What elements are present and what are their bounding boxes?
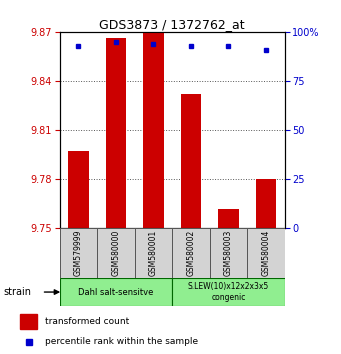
Title: GDS3873 / 1372762_at: GDS3873 / 1372762_at (99, 18, 245, 31)
Text: Dahl salt-sensitve: Dahl salt-sensitve (78, 287, 154, 297)
Bar (20, 314, 38, 329)
Bar (210, 228, 247, 278)
Bar (181, 94, 201, 228)
Text: S.LEW(10)x12x2x3x5
congenic: S.LEW(10)x12x2x3x5 congenic (188, 282, 269, 302)
Bar (256, 179, 276, 228)
Bar (172, 278, 285, 306)
Text: transformed count: transformed count (45, 317, 130, 326)
Text: GSM580001: GSM580001 (149, 230, 158, 276)
Bar (106, 38, 126, 228)
Bar (68, 152, 89, 228)
Text: GSM580003: GSM580003 (224, 230, 233, 276)
Bar (143, 32, 164, 228)
Bar (60, 278, 172, 306)
Text: strain: strain (3, 287, 31, 297)
Bar (218, 209, 239, 228)
Text: GSM580000: GSM580000 (112, 230, 120, 276)
Bar (172, 228, 210, 278)
Text: GSM579999: GSM579999 (74, 230, 83, 276)
Bar (135, 228, 172, 278)
Text: GSM580002: GSM580002 (187, 230, 195, 276)
Bar (97, 228, 135, 278)
Bar (247, 228, 285, 278)
Text: percentile rank within the sample: percentile rank within the sample (45, 337, 198, 347)
Bar (60, 228, 97, 278)
Text: GSM580004: GSM580004 (262, 230, 270, 276)
